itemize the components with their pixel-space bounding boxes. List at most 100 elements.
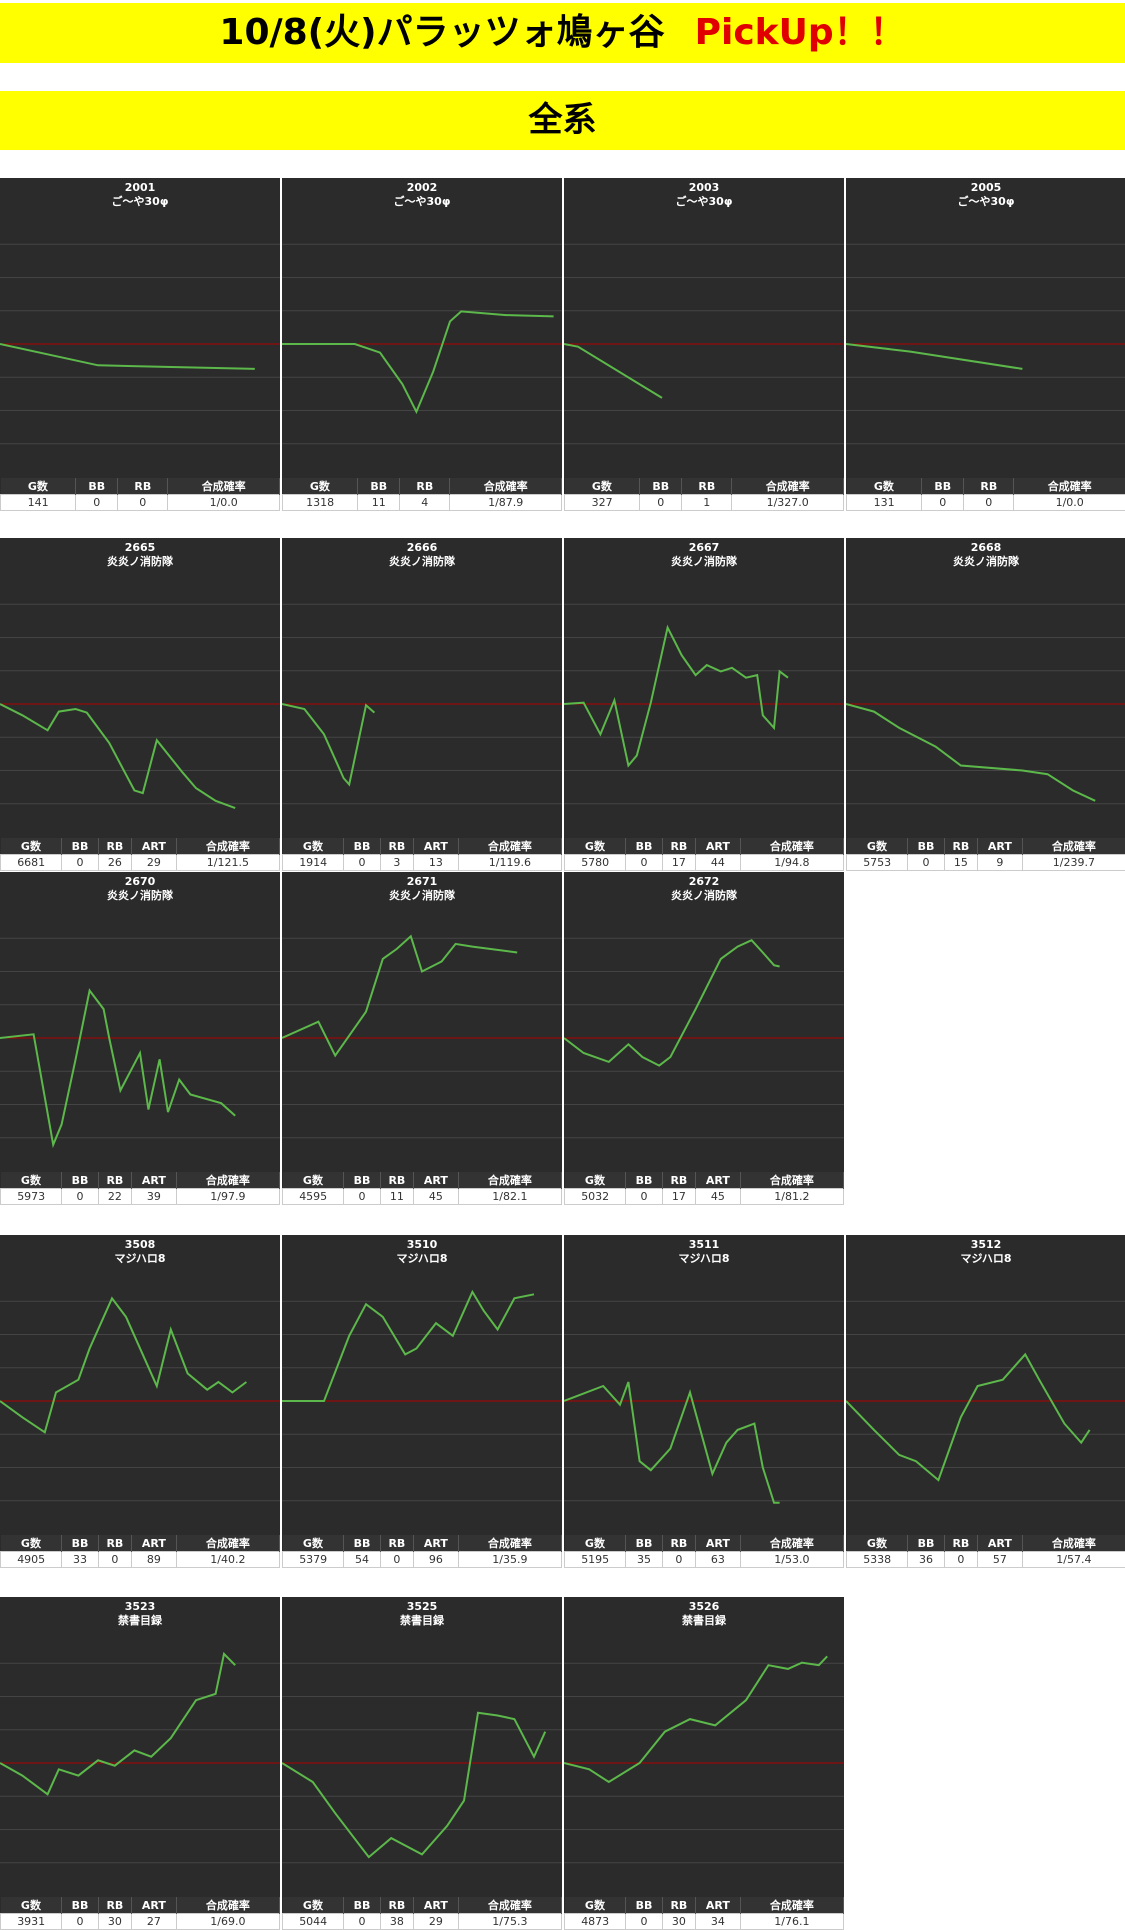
header-cell: 合成確率: [458, 1172, 563, 1189]
header-cell: G数: [564, 1897, 627, 1914]
data-cell: 5780: [563, 854, 627, 871]
data-cell: 1/35.9: [457, 1551, 563, 1568]
data-line: [282, 1289, 535, 1402]
header-cell: ART: [413, 1535, 459, 1552]
header-cell: BB: [639, 478, 683, 495]
data-cell: 5195: [563, 1551, 627, 1568]
stats-table: G数 BB RB 合成確率 327 0 1 1/327.0: [563, 478, 844, 511]
header-cell: RB: [380, 1172, 415, 1189]
header-cell: RB: [662, 838, 697, 855]
data-cell: 29: [413, 1913, 459, 1930]
data-cell: 1/0.0: [167, 494, 280, 511]
chart-subtitle: ご～や30φ: [676, 194, 733, 208]
chart-panel: 2665 炎炎ノ消防隊 G数 BB RB ART 合成確率 6681 0 26 29 1/121.5: [0, 538, 281, 871]
header-row: G数 BB RB ART 合成確率: [564, 1535, 845, 1552]
header-cell: 合成確率: [167, 478, 280, 495]
header-cell: RB: [98, 838, 133, 855]
chart-panel: 2670 炎炎ノ消防隊 G数 BB RB ART 合成確率 5973 0 22 39 1/97.9: [0, 872, 281, 1205]
chart-subtitle: マジハロ8: [397, 1252, 448, 1265]
data-cell: 0: [343, 1188, 381, 1205]
data-cell: 1/82.1: [457, 1188, 563, 1205]
header-cell: BB: [357, 478, 401, 495]
chart-subtitle: 禁書目録: [682, 1613, 727, 1627]
chart-panel: 2666 炎炎ノ消防隊 G数 BB RB ART 合成確率 1914 0 3 13 1/119.6: [281, 538, 563, 871]
chart-title: 2671: [407, 875, 438, 888]
data-line: [0, 1296, 247, 1434]
chart-panel: 2003 ご～や30φ G数 BB RB 合成確率 327 0 1 1/327.0: [563, 178, 844, 511]
header-cell: BB: [921, 478, 965, 495]
data-cell: 38: [379, 1913, 415, 1930]
header-row: G数 BB RB 合成確率: [564, 478, 844, 495]
data-line: [846, 1352, 1091, 1482]
section-title: 全系: [528, 100, 597, 140]
header-cell: G数: [846, 478, 923, 495]
stats-table: G数 BB RB ART 合成確率 5973 0 22 39 1/97.9: [0, 1172, 281, 1205]
data-cell: 33: [61, 1551, 99, 1568]
data-cell: 0: [61, 854, 99, 871]
header-cell: RB: [98, 1172, 133, 1189]
data-cell: 0: [61, 1188, 99, 1205]
chart-panel: 2667 炎炎ノ消防隊 G数 BB RB ART 合成確率 5780 0 17 44 1/94.8: [563, 538, 845, 871]
data-cell: 96: [413, 1551, 459, 1568]
data-cell: 45: [413, 1188, 459, 1205]
header-cell: ART: [695, 1535, 741, 1552]
header-row: G数 BB RB ART 合成確率: [846, 838, 1125, 855]
header-cell: RB: [662, 1535, 697, 1552]
stats-table: G数 BB RB ART 合成確率 5338 36 0 57 1/57.4: [845, 1535, 1125, 1568]
data-cell: 1/69.0: [175, 1913, 281, 1930]
data-cell: 3931: [0, 1913, 63, 1930]
header-row: G数 BB RB ART 合成確率: [0, 1535, 281, 1552]
header-cell: RB: [98, 1535, 133, 1552]
data-cell: 11: [357, 494, 401, 511]
stats-table: G数 BB RB 合成確率 1318 11 4 1/87.9: [281, 478, 562, 511]
header-row: G数 BB RB ART 合成確率: [282, 838, 563, 855]
header-cell: BB: [625, 1535, 663, 1552]
header-cell: RB: [380, 838, 415, 855]
header-cell: G数: [564, 1172, 627, 1189]
stats-table: G数 BB RB ART 合成確率 4595 0 11 45 1/82.1: [281, 1172, 563, 1205]
data-line: [282, 703, 376, 787]
header-cell: ART: [413, 1172, 459, 1189]
data-cell: 0: [963, 494, 1015, 511]
header-band: 10/8(火)パラッツォ鳩ヶ谷 PickUp！！: [0, 3, 1125, 63]
header-title: 10/8(火)パラッツォ鳩ヶ谷: [219, 12, 665, 53]
header-cell: RB: [380, 1535, 415, 1552]
data-cell: 1/57.4: [1021, 1551, 1125, 1568]
data-row: 327 0 1 1/327.0: [563, 494, 844, 511]
chart-title: 3526: [689, 1600, 720, 1613]
header-cell: ART: [977, 838, 1023, 855]
data-cell: 27: [131, 1913, 177, 1930]
chart-subtitle: 禁書目録: [400, 1613, 445, 1627]
stats-table: G数 BB RB ART 合成確率 6681 0 26 29 1/121.5: [0, 838, 281, 871]
data-cell: 1/87.9: [449, 494, 562, 511]
header-row: G数 BB RB ART 合成確率: [0, 1172, 281, 1189]
data-cell: 30: [97, 1913, 133, 1930]
header-cell: G数: [564, 838, 627, 855]
chart-panel: 3508 マジハロ8 G数 BB RB ART 合成確率 4905 33 0 89 1/40.2: [0, 1235, 281, 1568]
data-cell: 5044: [281, 1913, 345, 1930]
data-cell: 0: [625, 1188, 663, 1205]
section-band: 全系: [0, 91, 1125, 150]
header-cell: RB: [662, 1172, 697, 1189]
chart-panel: 3510 マジハロ8 G数 BB RB ART 合成確率 5379 54 0 96 1/35.9: [281, 1235, 563, 1568]
chart-subtitle: 禁書目録: [118, 1613, 163, 1627]
header-cell: G数: [282, 1172, 345, 1189]
data-line: [0, 1651, 236, 1796]
chart-title: 2005: [971, 181, 1002, 194]
data-cell: 327: [563, 494, 641, 511]
data-cell: 0: [943, 1551, 979, 1568]
chart-title: 2666: [407, 541, 438, 554]
header-cell: 合成確率: [740, 1535, 845, 1552]
header-cell: ART: [131, 1172, 177, 1189]
data-line: [282, 934, 518, 1058]
data-cell: 17: [661, 1188, 697, 1205]
header-cell: 合成確率: [176, 1897, 281, 1914]
data-line: [282, 310, 554, 415]
data-cell: 1/53.0: [739, 1551, 845, 1568]
data-line: [282, 1711, 547, 1859]
data-line: [564, 1655, 828, 1784]
